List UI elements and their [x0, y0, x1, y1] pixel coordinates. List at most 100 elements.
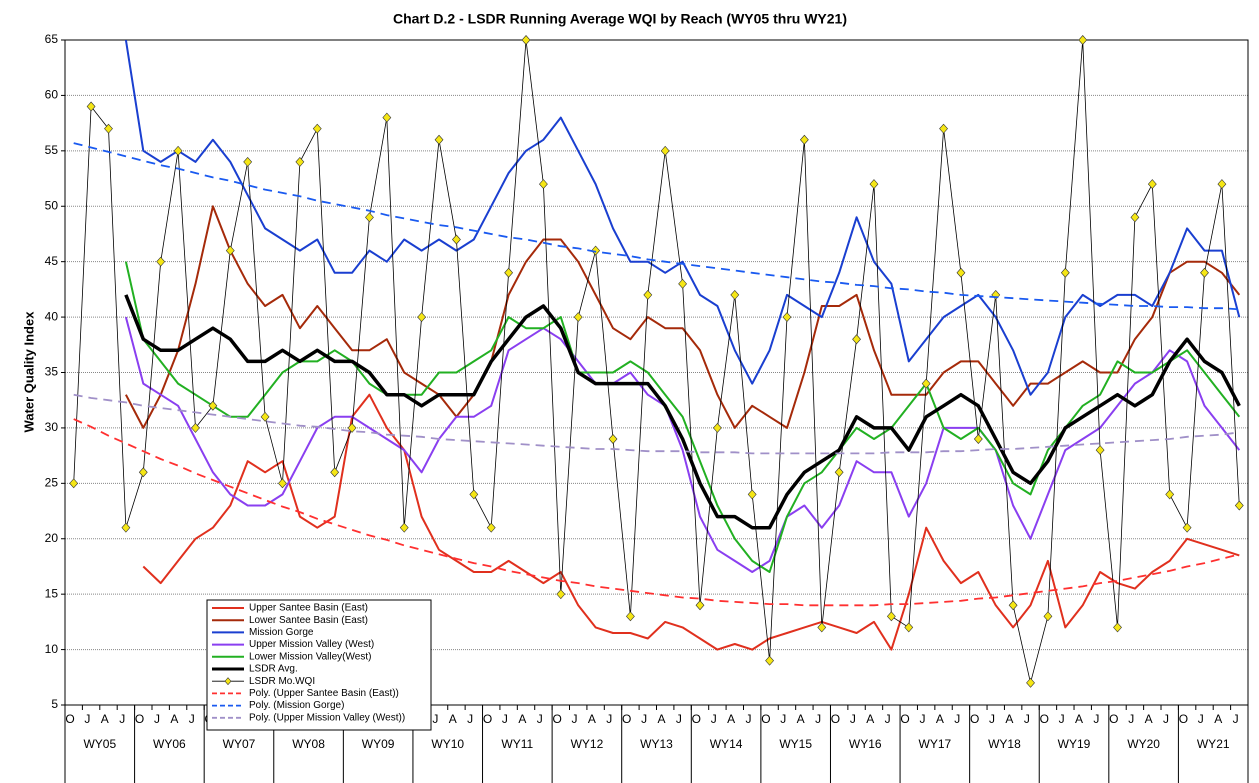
group-label: WY10	[431, 737, 464, 751]
x-tick-label: O	[900, 712, 909, 726]
series-line	[73, 40, 1240, 684]
data-marker	[365, 212, 374, 223]
legend-label: LSDR Mo.WQI	[249, 676, 315, 687]
y-tick-label: 35	[45, 365, 59, 379]
legend-label: Poly. (Mission Gorge)	[249, 700, 344, 711]
series-line	[73, 393, 1240, 455]
data-marker	[260, 411, 270, 422]
data-marker	[939, 123, 948, 134]
data-marker	[1234, 500, 1244, 511]
data-marker	[799, 134, 809, 145]
data-marker	[712, 422, 722, 433]
y-tick-label: 45	[45, 254, 59, 268]
group-label: WY19	[1058, 737, 1091, 751]
data-marker	[1182, 522, 1192, 533]
y-axis-label: Water Quality Index	[21, 311, 36, 433]
x-tick-label: O	[1179, 712, 1188, 726]
x-tick-label: J	[919, 712, 925, 726]
data-marker	[347, 422, 357, 433]
data-marker	[382, 112, 392, 123]
x-tick-label: J	[572, 712, 578, 726]
x-tick-label: O	[622, 712, 631, 726]
x-tick-label: J	[954, 712, 960, 726]
x-tick-label: A	[449, 712, 457, 726]
data-marker	[1147, 179, 1157, 190]
data-marker	[591, 245, 601, 256]
group-label: WY15	[779, 737, 812, 751]
legend-marker	[224, 677, 232, 686]
legend-label: Lower Santee Basin (East)	[249, 615, 368, 626]
y-tick-label: 20	[45, 531, 59, 545]
data-marker	[1165, 489, 1175, 500]
x-tick-label: O	[135, 712, 144, 726]
series-line	[125, 205, 1241, 429]
group-label: WY17	[919, 737, 952, 751]
group-label: WY09	[362, 737, 395, 751]
x-tick-label: A	[1214, 712, 1222, 726]
x-tick-label: J	[467, 712, 473, 726]
y-tick-label: 25	[45, 476, 59, 490]
x-tick-label: J	[885, 712, 891, 726]
data-marker	[782, 312, 792, 323]
data-marker	[417, 312, 427, 323]
x-tick-label: J	[1233, 712, 1239, 726]
x-tick-label: A	[866, 712, 874, 726]
data-marker	[660, 145, 670, 156]
x-tick-label: O	[761, 712, 770, 726]
y-tick-label: 50	[45, 198, 59, 212]
y-tick-label: 55	[45, 143, 59, 157]
data-marker	[295, 156, 305, 167]
legend-label: Mission Gorge	[249, 627, 314, 638]
x-tick-label: J	[676, 712, 682, 726]
data-marker	[956, 267, 966, 278]
x-tick-label: A	[518, 712, 526, 726]
data-marker	[225, 245, 235, 256]
data-marker	[1078, 35, 1088, 45]
x-tick-label: J	[502, 712, 508, 726]
x-tick-label: J	[641, 712, 647, 726]
legend-label: Upper Santee Basin (East)	[249, 603, 368, 614]
data-marker	[156, 256, 166, 267]
x-tick-label: O	[1040, 712, 1049, 726]
data-marker	[1130, 212, 1140, 223]
x-tick-label: A	[1075, 712, 1083, 726]
data-marker	[208, 400, 218, 411]
data-marker	[173, 145, 183, 156]
data-marker	[469, 489, 479, 500]
x-tick-label: O	[831, 712, 840, 726]
x-tick-label: O	[552, 712, 561, 726]
data-marker	[1095, 445, 1105, 456]
data-marker	[747, 489, 757, 500]
legend-label: LSDR Avg.	[249, 664, 298, 675]
data-marker	[626, 611, 635, 622]
data-marker	[608, 434, 618, 444]
x-tick-label: J	[1024, 712, 1030, 726]
data-marker	[765, 655, 774, 666]
data-marker	[556, 589, 566, 600]
x-tick-label: J	[1059, 712, 1065, 726]
series-line	[124, 294, 1241, 530]
data-marker	[730, 289, 740, 300]
data-marker	[399, 522, 409, 533]
x-tick-label: J	[154, 712, 160, 726]
data-marker	[921, 378, 931, 389]
series-line	[124, 316, 1241, 573]
x-tick-label: J	[1163, 712, 1169, 726]
legend-label: Lower Mission Valley(West)	[249, 651, 371, 662]
series-line	[73, 418, 1240, 607]
data-marker	[817, 622, 827, 633]
group-label: WY21	[1197, 737, 1230, 751]
data-marker	[1026, 677, 1035, 688]
data-marker	[1217, 179, 1227, 190]
y-tick-label: 40	[45, 309, 59, 323]
x-tick-label: J	[1128, 712, 1134, 726]
data-marker	[539, 179, 548, 190]
data-marker	[695, 600, 705, 611]
data-marker	[278, 478, 287, 489]
x-tick-label: O	[483, 712, 492, 726]
x-tick-label: J	[745, 712, 751, 726]
data-marker	[138, 467, 148, 478]
data-marker	[104, 123, 113, 134]
x-tick-label: A	[797, 712, 805, 726]
